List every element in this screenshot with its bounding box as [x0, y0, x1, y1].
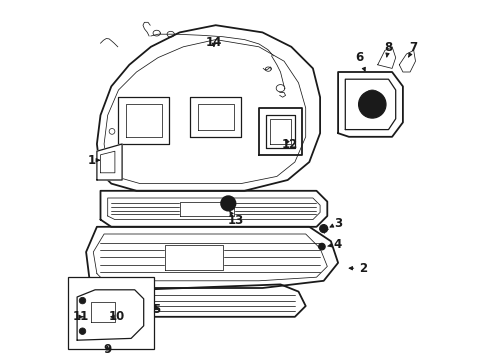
Text: 2: 2 [348, 262, 366, 275]
Text: 7: 7 [408, 41, 417, 57]
Text: 11: 11 [72, 310, 88, 323]
Polygon shape [165, 245, 223, 270]
Circle shape [79, 328, 85, 334]
Polygon shape [337, 72, 402, 137]
Circle shape [221, 196, 235, 211]
Text: 9: 9 [103, 343, 112, 356]
Polygon shape [399, 50, 415, 72]
Bar [68, 277, 154, 349]
Polygon shape [258, 108, 302, 155]
Polygon shape [97, 144, 122, 180]
Polygon shape [101, 191, 326, 227]
Circle shape [79, 297, 85, 304]
Polygon shape [89, 284, 305, 317]
Text: 6: 6 [355, 51, 365, 71]
Text: 13: 13 [227, 211, 243, 227]
Circle shape [318, 243, 325, 250]
Text: 3: 3 [329, 217, 342, 230]
Circle shape [358, 91, 385, 118]
Text: 10: 10 [108, 310, 124, 323]
Polygon shape [77, 290, 143, 340]
Text: 1: 1 [87, 154, 99, 167]
Text: 5: 5 [152, 303, 160, 316]
Text: 14: 14 [205, 36, 222, 49]
Text: 8: 8 [384, 41, 392, 57]
Text: 4: 4 [327, 238, 341, 251]
Circle shape [319, 225, 327, 233]
Polygon shape [377, 47, 395, 68]
Polygon shape [190, 97, 241, 137]
Text: 12: 12 [281, 138, 297, 151]
Polygon shape [97, 25, 320, 191]
Polygon shape [86, 227, 337, 288]
Polygon shape [118, 97, 168, 144]
Polygon shape [179, 202, 233, 216]
